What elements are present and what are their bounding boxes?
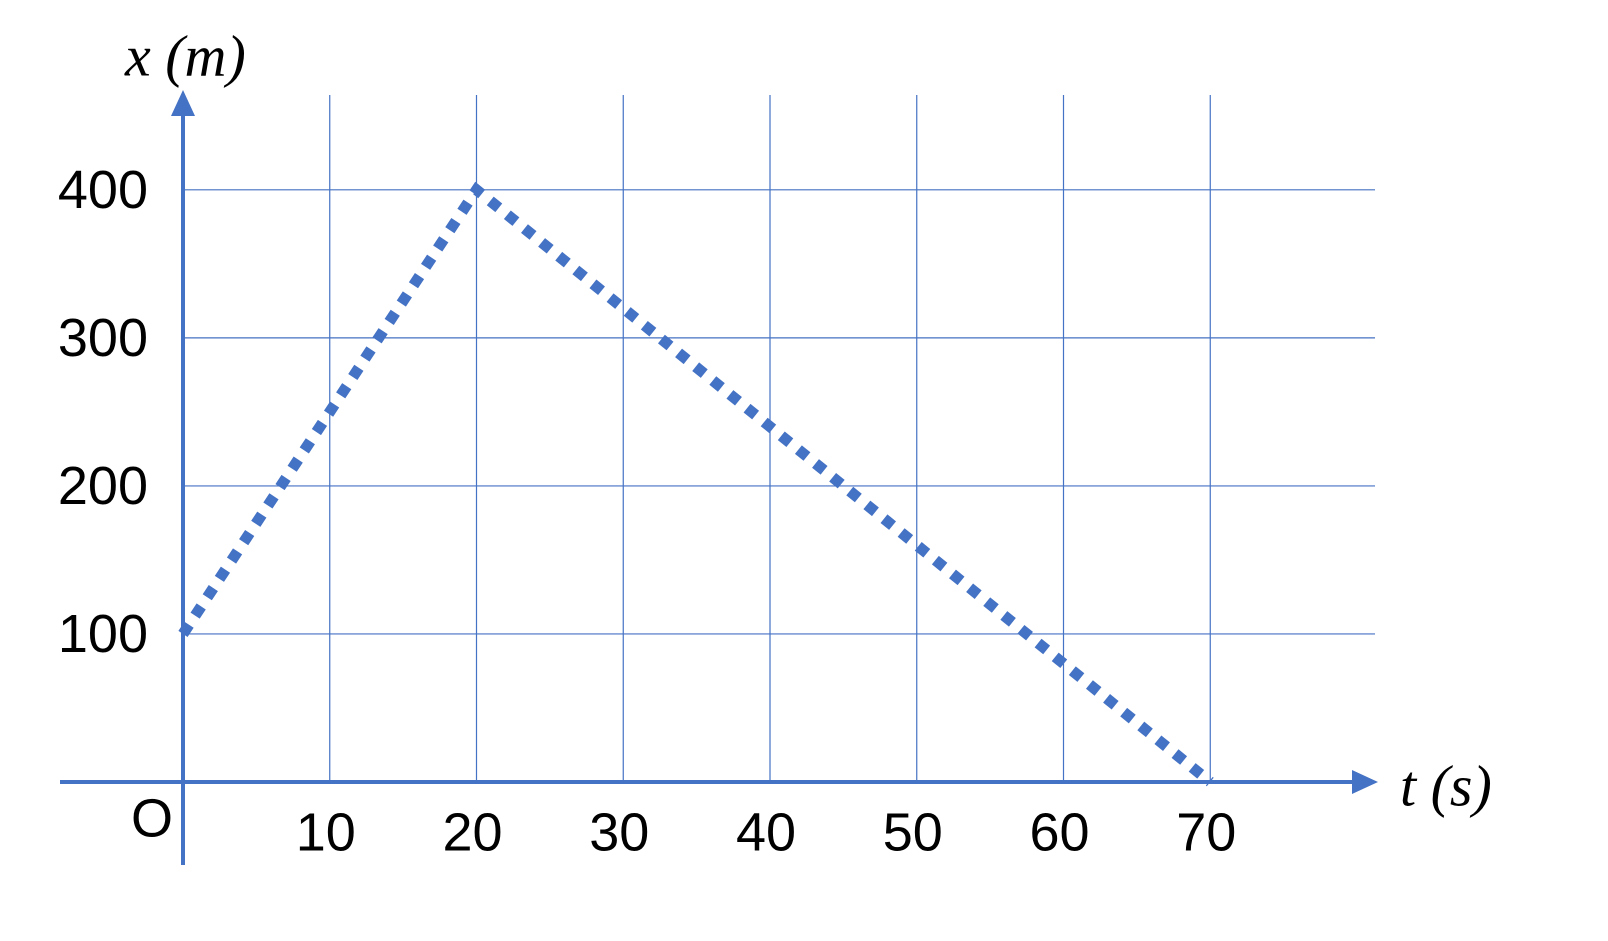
x-tick-label: 50 xyxy=(883,802,943,862)
x-tick-label: 10 xyxy=(296,802,356,862)
x-axis-arrow xyxy=(1352,770,1378,794)
y-axis-title: x (m) xyxy=(124,23,246,88)
y-tick-label: 400 xyxy=(58,160,148,220)
y-axis-arrow xyxy=(171,90,195,116)
data-line xyxy=(178,181,1214,787)
x-tick-label: 40 xyxy=(736,802,796,862)
x-tick-label: 30 xyxy=(589,802,649,862)
x-tick-label: 70 xyxy=(1176,802,1236,862)
x-tick-label: 60 xyxy=(1029,802,1089,862)
y-tick-label: 100 xyxy=(58,604,148,664)
y-tick-label: 200 xyxy=(58,456,148,516)
x-tick-label: 20 xyxy=(442,802,502,862)
origin-label: O xyxy=(131,788,173,848)
x-axis-title: t (s) xyxy=(1400,753,1492,818)
y-tick-label: 300 xyxy=(58,308,148,368)
